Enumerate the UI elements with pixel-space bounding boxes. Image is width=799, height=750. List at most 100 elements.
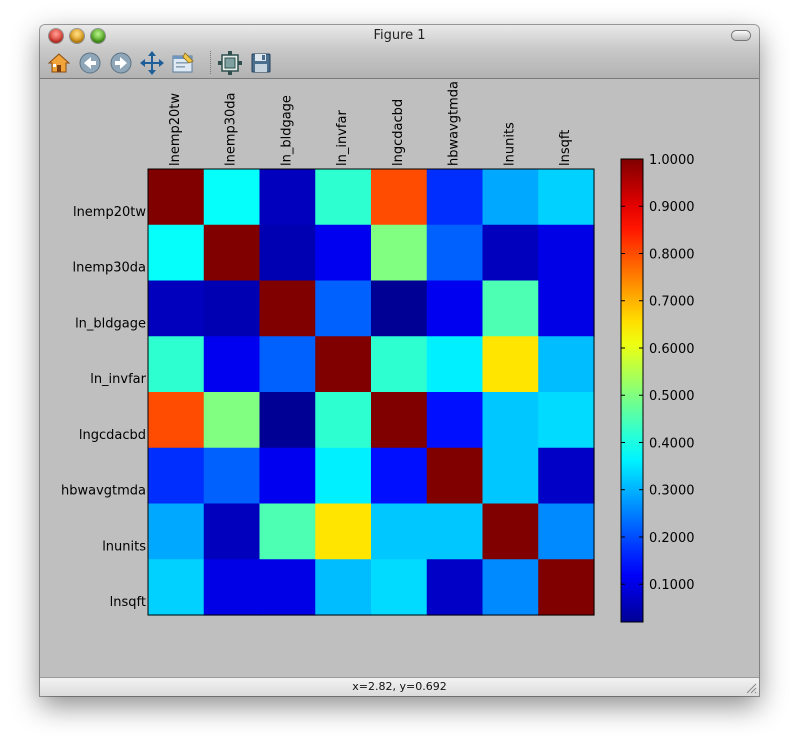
x-tick-label: lnunits — [502, 122, 517, 166]
heatmap-cell-hbwavgtmda-ln_invfar — [315, 447, 372, 505]
save-button[interactable] — [248, 50, 273, 75]
colorbar: 0.1000 0.2000 0.3000 0.4000 0.5000 0.6000 0.70… — [620, 153, 695, 623]
heatmap-cell-ln_invfar-ln_bldgage — [259, 336, 316, 393]
y-tick-label: lnemp20tw — [73, 205, 146, 220]
heatmap-cell-lnemp20tw-lngcdacbd — [371, 169, 428, 226]
forward-button[interactable] — [108, 50, 133, 75]
heatmap-cell-lnsqft-lnsqft — [538, 559, 595, 616]
resize-grip-icon[interactable] — [745, 682, 757, 694]
y-tick-label: lnemp30da — [72, 261, 146, 276]
x-tick-label: lnsqft — [558, 130, 573, 166]
heatmap-cell-lnunits-lngcdacbd — [371, 503, 428, 560]
heatmap-cell-lnunits-ln_invfar — [315, 503, 372, 560]
heatmap-cell-lnemp20tw-hbwavgtmda — [426, 169, 484, 226]
heatmap-cell-lnsqft-lnemp30da — [203, 559, 261, 616]
heatmap-cell-lnemp30da-hbwavgtmda — [426, 224, 484, 282]
heatmap-cell-lnemp20tw-ln_bldgage — [259, 169, 316, 226]
heatmap-cell-lnemp20tw-lnsqft — [538, 169, 595, 226]
x-tick-label: hbwavgtmda — [447, 81, 462, 166]
x-axis-ticks: lnemp20tw lnemp30da ln_bldgage ln_invfar lng… — [168, 81, 573, 166]
pan-button[interactable] — [139, 50, 164, 75]
heatmap-cell-ln_invfar-ln_invfar — [315, 336, 372, 393]
heatmap-cell-ln_bldgage-lnunits — [482, 280, 539, 337]
zoom-rect-button[interactable] — [170, 50, 195, 75]
x-tick-label: lngcdacbd — [391, 99, 406, 166]
toolbar-toggle-button[interactable] — [732, 31, 750, 40]
colorbar-tick-label: 0.1000 — [649, 578, 695, 593]
save-icon — [251, 53, 270, 72]
heatmap-cell-lngcdacbd-lnsqft — [538, 392, 595, 449]
heatmap-cell-lnemp30da-ln_invfar — [315, 224, 372, 282]
heatmap-cell-lnemp30da-lnemp20tw — [148, 224, 205, 282]
heatmap-cell-ln_invfar-lnemp20tw — [148, 336, 205, 393]
subplots-button[interactable] — [217, 50, 242, 75]
heatmap-cell-ln_bldgage-lnsqft — [538, 280, 595, 337]
colorbar-tick-label: 1.0000 — [649, 153, 695, 168]
colorbar-tick-label: 0.6000 — [649, 342, 695, 357]
heatmap-cells — [148, 169, 595, 616]
heatmap-cell-hbwavgtmda-lnemp30da — [203, 447, 261, 505]
heatmap-cell-hbwavgtmda-lnunits — [482, 447, 539, 505]
heatmap-cell-ln_bldgage-hbwavgtmda — [426, 280, 484, 337]
heatmap-cell-ln_invfar-lngcdacbd — [371, 336, 428, 393]
colorbar-tick-label: 0.8000 — [649, 247, 695, 262]
zoom-button[interactable] — [91, 29, 105, 43]
heatmap-cell-lngcdacbd-lngcdacbd — [371, 392, 428, 449]
heatmap-cell-lnsqft-ln_invfar — [315, 559, 372, 616]
heatmap-cell-lnsqft-lnunits — [482, 559, 539, 616]
heatmap-cell-hbwavgtmda-hbwavgtmda — [426, 447, 484, 505]
close-button[interactable] — [49, 29, 63, 43]
heatmap-cell-ln_invfar-hbwavgtmda — [426, 336, 484, 393]
heatmap-cell-lnemp30da-lngcdacbd — [371, 224, 428, 282]
y-tick-label: hbwavgtmda — [61, 484, 146, 499]
y-tick-label: ln_bldgage — [75, 316, 146, 331]
figure-canvas[interactable]: lnemp20tw lnemp30da ln_bldgage ln_invfar lng… — [40, 25, 759, 696]
toolbar-separator — [210, 51, 212, 74]
heatmap-cell-lngcdacbd-lnunits — [482, 392, 539, 449]
home-icon — [47, 52, 70, 72]
y-tick-label: lnunits — [102, 539, 146, 554]
zoom-rect-icon — [172, 51, 194, 72]
x-tick-label: lnemp20tw — [168, 93, 183, 166]
heatmap-cell-hbwavgtmda-lnsqft — [538, 447, 595, 505]
heatmap-cell-ln_bldgage-ln_invfar — [315, 280, 372, 337]
heatmap-cell-lnsqft-lnemp20tw — [148, 559, 205, 616]
heatmap-cell-ln_bldgage-lnemp20tw — [148, 280, 205, 337]
heatmap-cell-ln_invfar-lnsqft — [538, 336, 595, 393]
colorbar-tick-label: 0.5000 — [649, 389, 695, 404]
heatmap-cell-lngcdacbd-ln_invfar — [315, 392, 372, 449]
heatmap-cell-ln_bldgage-lnemp30da — [203, 280, 261, 337]
heatmap-cell-ln_bldgage-lngcdacbd — [371, 280, 428, 337]
heatmap-cell-lnunits-lnemp30da — [203, 503, 261, 560]
colorbar-tick-label: 0.9000 — [649, 200, 695, 215]
heatmap-cell-lnsqft-hbwavgtmda — [426, 559, 484, 616]
x-tick-label: ln_bldgage — [279, 95, 294, 166]
y-tick-label: lnsqft — [110, 595, 146, 610]
title-bar: Figure 1 — [40, 25, 759, 79]
heatmap-cell-lnemp20tw-ln_invfar — [315, 169, 372, 226]
forward-icon — [110, 52, 131, 73]
y-tick-label: ln_invfar — [90, 372, 146, 387]
x-tick-label: ln_invfar — [335, 110, 350, 166]
pan-icon — [139, 50, 164, 75]
heatmap-cell-lnunits-ln_bldgage — [259, 503, 316, 560]
status-bar: x=2.82, y=0.692 — [40, 677, 759, 696]
back-button[interactable] — [77, 50, 102, 75]
heatmap-cell-lngcdacbd-hbwavgtmda — [426, 392, 484, 449]
minimize-button[interactable] — [70, 29, 84, 43]
heatmap-cell-lngcdacbd-lnemp20tw — [148, 392, 205, 449]
colorbar-tick-label: 0.4000 — [649, 436, 695, 451]
figure-window: Figure 1 — [40, 25, 759, 696]
heatmap-cell-lnsqft-lngcdacbd — [371, 559, 428, 616]
heatmap-cell-hbwavgtmda-ln_bldgage — [259, 447, 316, 505]
subplots-icon — [217, 50, 242, 75]
home-button[interactable] — [46, 50, 71, 75]
heatmap-cell-lnsqft-ln_bldgage — [259, 559, 316, 616]
back-icon — [79, 52, 100, 73]
heatmap-cell-ln_invfar-lnunits — [482, 336, 539, 393]
heatmap-cell-lnunits-lnemp20tw — [148, 503, 205, 560]
colorbar-tick-label: 0.2000 — [649, 531, 695, 546]
window-title: Figure 1 — [373, 28, 426, 43]
colorbar-tick-label: 0.7000 — [649, 295, 695, 310]
heatmap-cell-lngcdacbd-ln_bldgage — [259, 392, 316, 449]
